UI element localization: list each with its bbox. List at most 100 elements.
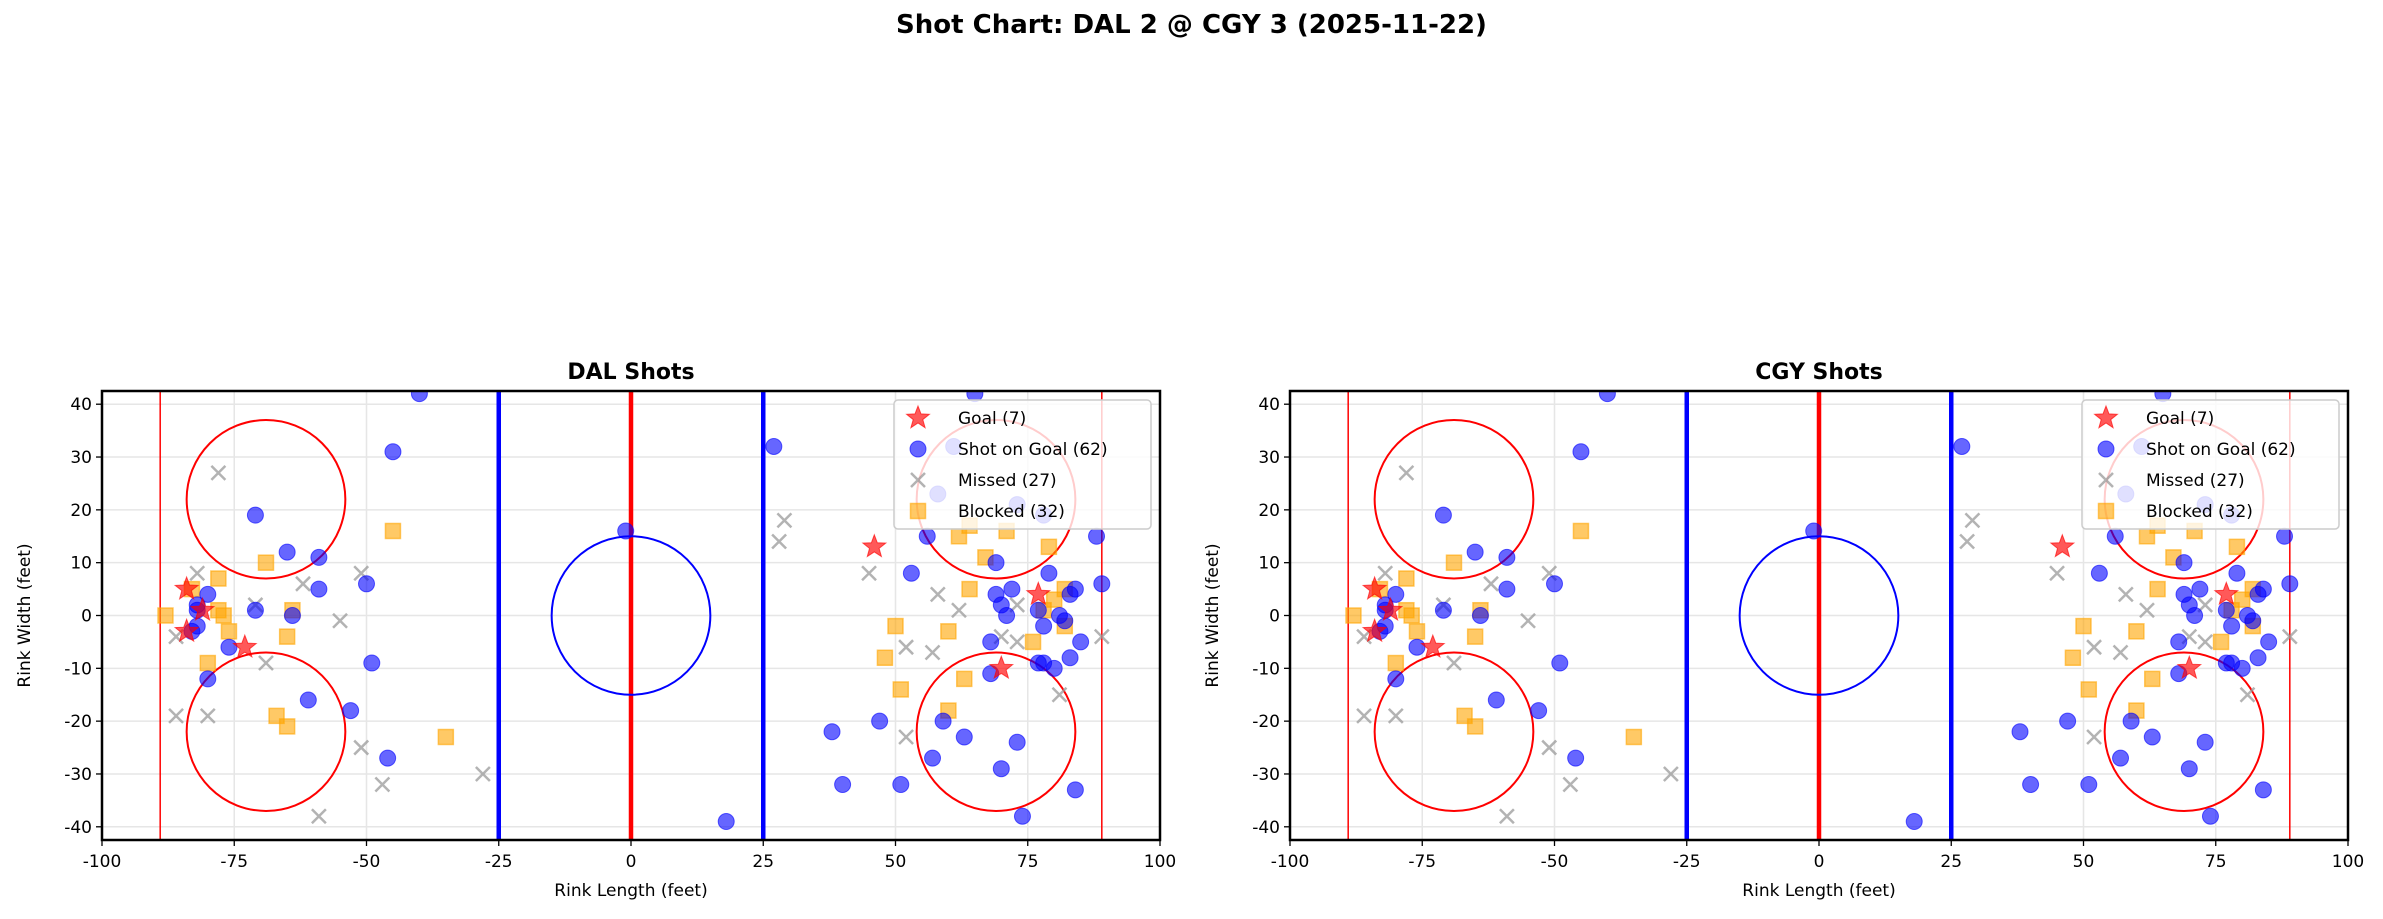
shot-on-goal-marker <box>871 712 889 730</box>
legend: Goal (7) Shot on Goal (62) Missed (27) Bloc… <box>2081 399 2340 530</box>
blocked-marker <box>1572 522 1590 540</box>
shot-on-goal-marker <box>1434 601 1452 619</box>
shot-on-goal-marker <box>2106 527 2124 545</box>
y-tick-label: 30 <box>1258 448 1280 468</box>
missed-marker <box>1662 766 1679 782</box>
legend-label: Missed (27) <box>958 471 1057 491</box>
blocked-marker <box>876 649 894 667</box>
shot-on-goal-marker <box>1546 575 1563 593</box>
legend-label: Missed (27) <box>2146 471 2245 491</box>
x-tick-label: -50 <box>1541 852 1569 872</box>
blocked-marker <box>2075 617 2092 635</box>
missed-marker <box>258 655 274 671</box>
x-tick-label: 100 <box>1144 852 1176 872</box>
shot-on-goal-marker <box>310 548 328 566</box>
legend-label: Goal (7) <box>958 409 1026 429</box>
shot-on-goal-marker <box>765 437 783 455</box>
shot-on-goal-marker <box>987 554 1005 572</box>
shot-on-goal-marker <box>199 585 217 603</box>
x-tick-label: 25 <box>752 852 774 872</box>
shot-on-goal-marker <box>982 633 1000 651</box>
missed-marker <box>353 739 370 756</box>
shot-on-goal-marker <box>1008 733 1026 751</box>
shot-on-goal-marker <box>2080 776 2098 794</box>
shot-on-goal-marker <box>966 391 984 403</box>
blocked-marker <box>2144 670 2161 688</box>
shot-on-goal-marker <box>1066 781 1084 799</box>
shot-on-goal-marker <box>1530 702 1548 720</box>
shot-on-goal-marker <box>1905 813 1923 831</box>
y-tick-label: 40 <box>70 395 92 415</box>
y-tick-label: -20 <box>64 712 92 732</box>
missed-marker <box>1356 707 1372 724</box>
missed-marker <box>2112 644 2129 661</box>
blocked-marker <box>2228 538 2246 556</box>
y-tick-label: -30 <box>1252 765 1280 785</box>
goal-marker <box>2213 580 2240 606</box>
legend-label: Blocked (32) <box>958 502 1065 522</box>
y-tick-label: -30 <box>64 765 92 785</box>
missed-marker <box>199 707 216 724</box>
shot-on-goal-marker <box>2217 601 2235 619</box>
x-tick-label: 0 <box>626 852 637 872</box>
shot-on-goal-marker <box>2281 575 2299 593</box>
y-tick-label: -10 <box>1252 659 1280 679</box>
x-axis-label: Rink Length (feet) <box>554 881 707 901</box>
legend-blocked-icon <box>2097 502 2115 520</box>
shot-on-goal-marker <box>1498 548 1516 566</box>
missed-marker <box>898 639 914 656</box>
missed-marker <box>1483 575 1499 592</box>
shot-on-goal-marker <box>2249 585 2267 603</box>
missed-marker <box>374 776 391 793</box>
blocked-marker <box>220 623 238 640</box>
y-tick-label: 0 <box>1269 607 1280 627</box>
x-tick-label: -25 <box>485 852 513 872</box>
shot-on-goal-marker <box>1056 612 1074 630</box>
missed-marker <box>1964 512 1981 529</box>
goal-marker <box>861 533 888 558</box>
shot-on-goal-marker <box>2191 580 2209 598</box>
shot-on-goal-marker <box>1498 580 1516 598</box>
shot-on-goal-marker <box>955 728 973 746</box>
shot-on-goal-marker <box>199 670 217 688</box>
figure-title: Shot Chart: DAL 2 @ CGY 3 (2025-11-22) <box>896 10 1487 40</box>
panel-dal-shots: Goal (7) Shot on Goal (62) Missed (27) Bloc… <box>15 360 1176 901</box>
x-tick-label: -100 <box>83 852 122 872</box>
shot-on-goal-marker <box>1029 601 1047 619</box>
blocked-marker <box>278 718 296 735</box>
missed-marker <box>2197 634 2214 650</box>
goal-marker <box>1025 580 1052 606</box>
faceoff-circle <box>1373 651 1535 812</box>
blocked-marker <box>956 670 973 688</box>
y-axis-label: Rink Width (feet) <box>15 543 35 687</box>
missed-marker <box>474 766 491 782</box>
legend-goal-icon <box>905 404 931 429</box>
blocked-marker <box>199 654 217 672</box>
legend-label: Goal (7) <box>2146 409 2214 429</box>
shot-on-goal-marker <box>299 691 317 709</box>
missed-marker <box>1051 686 1068 703</box>
shot-on-goal-marker <box>1551 654 1569 672</box>
shot-on-goal-marker <box>1013 807 1031 825</box>
shot-on-goal-marker <box>998 607 1016 624</box>
shot-on-goal-marker <box>246 506 264 524</box>
missed-marker <box>1009 634 1026 650</box>
shot-on-goal-marker <box>2228 564 2246 582</box>
shot-on-goal-marker <box>342 702 360 720</box>
missed-marker <box>1541 739 1558 756</box>
y-tick-label: -20 <box>1252 712 1280 732</box>
missed-marker <box>2086 729 2102 745</box>
x-tick-label: -25 <box>1673 852 1701 872</box>
y-tick-label: 10 <box>1258 554 1280 574</box>
goal-marker <box>189 596 216 622</box>
missed-marker <box>1387 707 1404 724</box>
y-tick-label: 20 <box>70 501 92 521</box>
x-tick-label: 50 <box>2073 852 2095 872</box>
blocked-marker <box>215 607 232 624</box>
missed-marker <box>771 533 788 550</box>
blocked-marker <box>257 554 275 571</box>
goal-marker <box>1420 633 1446 659</box>
missed-marker <box>1446 655 1462 671</box>
shot-on-goal-marker <box>918 527 936 545</box>
shot-on-goal-marker <box>1088 527 1106 545</box>
